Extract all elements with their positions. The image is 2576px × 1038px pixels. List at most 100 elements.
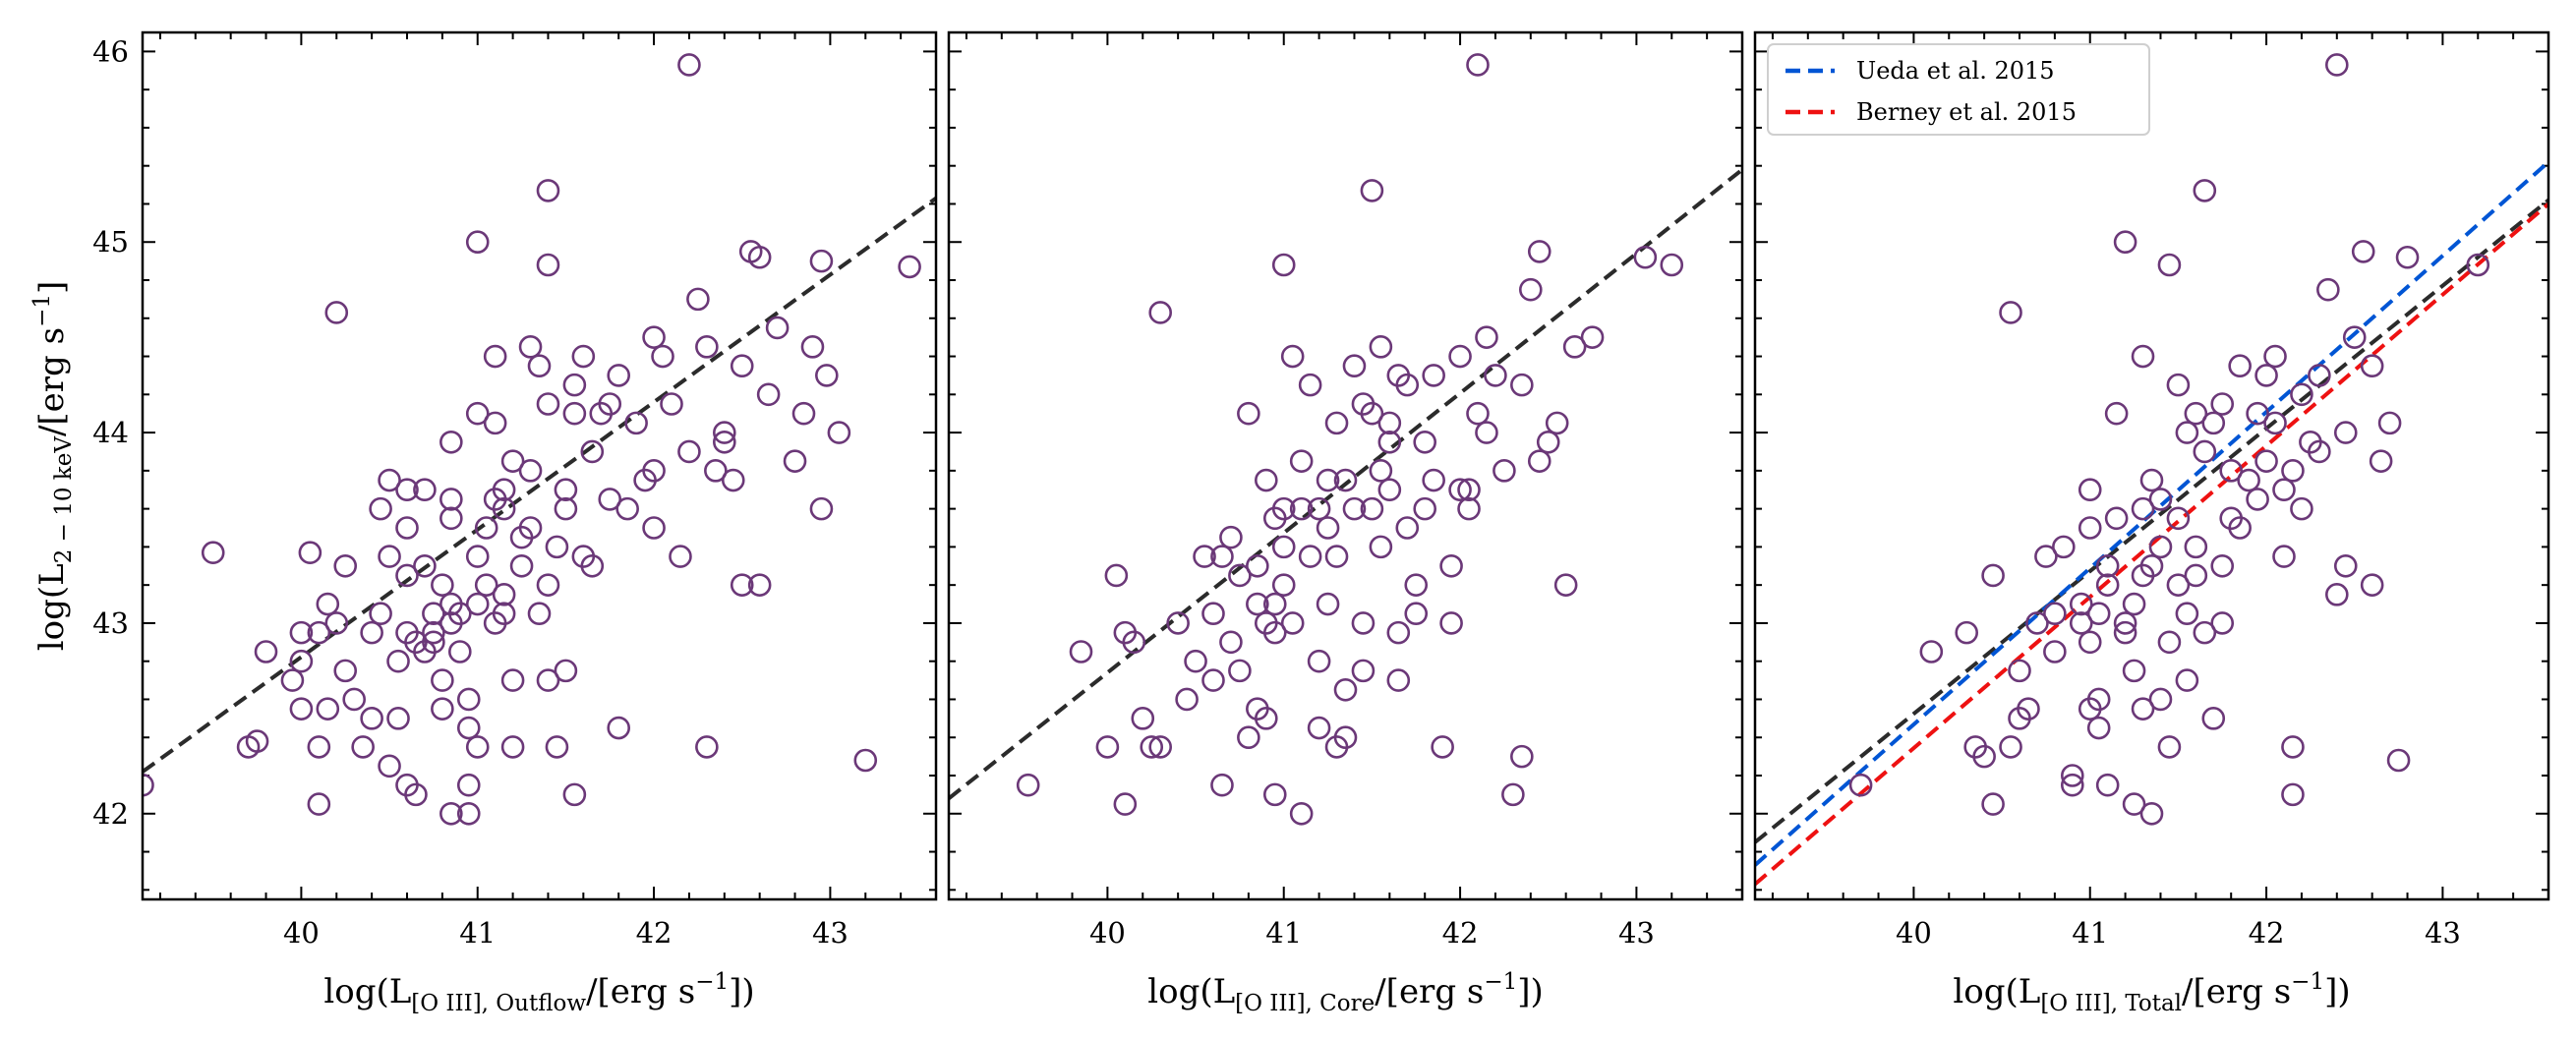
- data-point: [730, 573, 754, 597]
- data-point: [1369, 335, 1393, 359]
- data-point: [422, 630, 445, 655]
- x-tick-label: 40: [283, 916, 320, 950]
- data-point: [2308, 439, 2331, 464]
- data-point: [395, 563, 419, 588]
- data-point: [404, 782, 428, 807]
- data-point: [580, 439, 605, 464]
- data-point: [1316, 592, 1340, 616]
- data-point: [536, 392, 560, 416]
- y-tick-label: 44: [92, 416, 129, 449]
- data-point: [2148, 535, 2173, 559]
- data-point: [2122, 792, 2146, 816]
- data-point: [756, 382, 781, 407]
- data-point: [2157, 735, 2182, 759]
- data-point: [1466, 401, 1490, 426]
- data-point: [2316, 277, 2340, 302]
- data-point: [1457, 478, 1481, 502]
- data-point: [431, 573, 454, 597]
- data-point: [2052, 535, 2076, 559]
- data-point: [298, 541, 322, 565]
- data-point: [1351, 611, 1376, 635]
- data-point: [307, 620, 331, 645]
- data-point: [1228, 659, 1252, 683]
- data-point: [1219, 525, 1243, 549]
- data-point: [704, 459, 728, 483]
- data-point: [1271, 253, 1296, 277]
- data-point: [465, 735, 490, 759]
- data-point: [456, 801, 481, 826]
- data-point: [1431, 735, 1454, 759]
- x-tick-label: 40: [1896, 916, 1932, 950]
- data-point: [1316, 516, 1340, 540]
- axes-frame: [947, 30, 1744, 901]
- data-point: [2386, 748, 2411, 773]
- data-point: [2351, 240, 2375, 263]
- data-point: [483, 344, 507, 369]
- data-point: [607, 364, 631, 387]
- data-point: [1360, 496, 1384, 521]
- data-point: [1307, 716, 1331, 740]
- data-point: [669, 545, 692, 568]
- data-point: [2325, 583, 2349, 606]
- data-point: [695, 735, 719, 759]
- data-point: [1360, 179, 1384, 202]
- data-point: [2017, 697, 2040, 721]
- data-point: [615, 496, 639, 521]
- data-point: [2069, 592, 2093, 616]
- data-point: [465, 592, 490, 616]
- data-point: [2034, 545, 2058, 568]
- data-point: [1422, 364, 1445, 387]
- data-point: [2122, 592, 2146, 616]
- data-point: [2308, 364, 2331, 387]
- data-point: [1140, 735, 1164, 759]
- data-point: [1386, 364, 1411, 387]
- data-point: [2086, 687, 2111, 712]
- data-point: [2113, 611, 2137, 635]
- data-point: [2333, 553, 2358, 578]
- data-point: [1219, 630, 1243, 655]
- y-tick-label: 42: [92, 797, 129, 831]
- data-point: [1131, 707, 1155, 730]
- data-point: [2193, 179, 2217, 202]
- data-point: [492, 583, 516, 606]
- data-point: [245, 729, 269, 753]
- data-point: [1271, 573, 1296, 597]
- data-point: [1262, 782, 1287, 807]
- data-point: [1210, 545, 1234, 568]
- data-point: [651, 344, 674, 369]
- data-point: [562, 373, 587, 397]
- data-point: [1955, 620, 1978, 645]
- data-point: [395, 478, 419, 502]
- data-point: [571, 344, 596, 369]
- data-point: [456, 773, 481, 797]
- data-point: [2210, 553, 2235, 578]
- data-point: [1228, 563, 1252, 588]
- data-point: [2184, 563, 2208, 588]
- data-point: [1166, 611, 1190, 635]
- data-point: [456, 687, 481, 712]
- data-point: [2078, 516, 2102, 540]
- data-point: [1351, 659, 1376, 683]
- data-point: [1386, 620, 1411, 645]
- data-point: [1981, 792, 2005, 816]
- data-point: [1413, 496, 1436, 521]
- data-point: [2008, 659, 2031, 683]
- data-point: [598, 392, 622, 416]
- data-point: [2157, 630, 2182, 655]
- data-point: [1016, 773, 1040, 797]
- data-point: [2122, 659, 2146, 683]
- data-point: [2166, 506, 2191, 531]
- data-point: [2131, 344, 2155, 369]
- data-point: [554, 496, 578, 521]
- panel-core: 40 41 42 43 log(L[O III], Core/[erg s−1]): [947, 30, 1744, 1016]
- data-point: [527, 602, 552, 626]
- fit-line-best-fit: [1755, 199, 2548, 844]
- data-point: [2095, 553, 2120, 578]
- data-point: [2193, 439, 2217, 464]
- data-point: [642, 516, 666, 540]
- data-point: [2175, 602, 2199, 626]
- data-point: [2281, 735, 2305, 759]
- data-point: [2228, 354, 2252, 378]
- panel-total: 40 41 42 43 log(L[O III], Total/[erg s−1]) Ue…: [1753, 30, 2550, 1016]
